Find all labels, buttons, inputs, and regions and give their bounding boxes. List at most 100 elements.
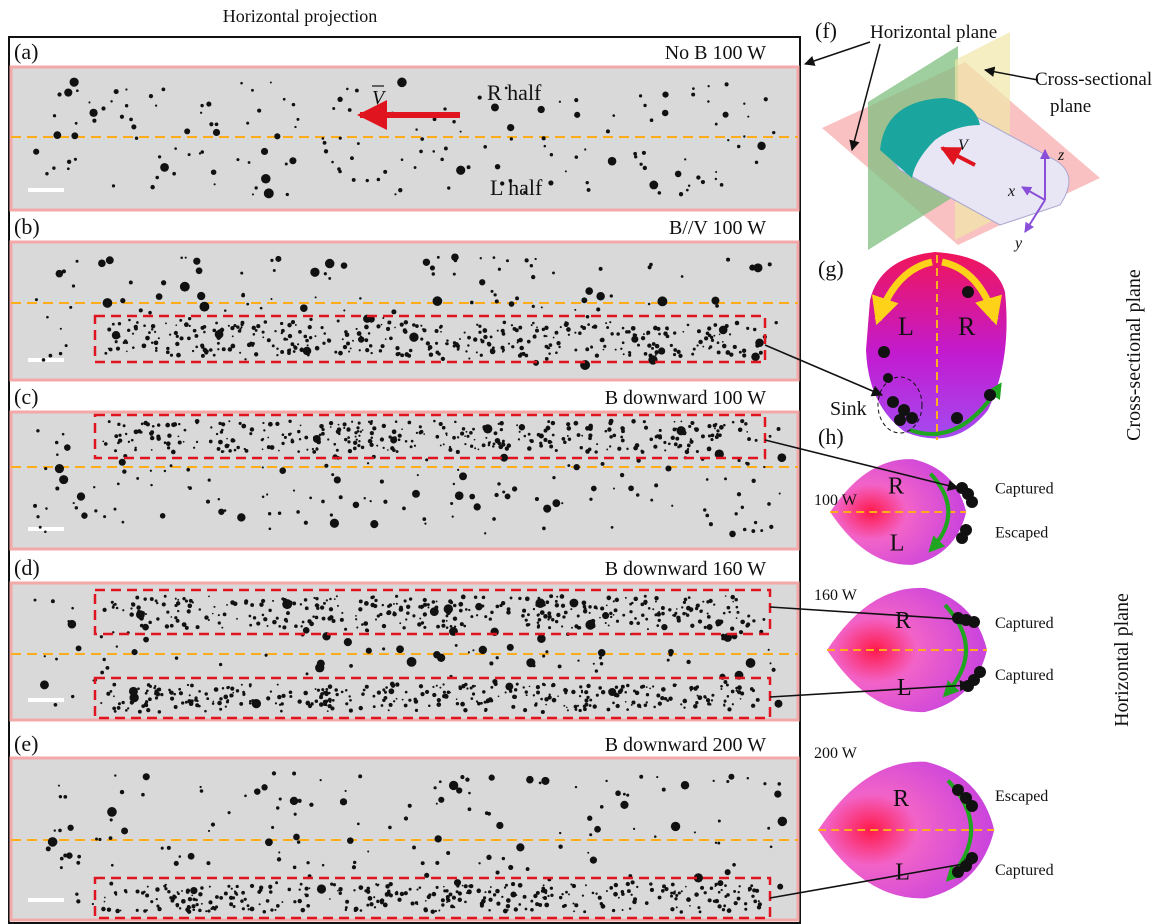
particle [370, 500, 372, 502]
particle [552, 698, 557, 703]
particle [489, 775, 495, 781]
particle [622, 614, 625, 617]
particle [293, 350, 296, 353]
particle [536, 891, 540, 895]
particle [385, 338, 387, 340]
particle [656, 327, 660, 331]
particle [348, 695, 350, 697]
particle [187, 910, 191, 914]
particle [274, 133, 280, 139]
particle [94, 509, 97, 512]
particle [559, 896, 562, 899]
particle [724, 884, 727, 887]
particle [340, 798, 347, 805]
particle [108, 348, 110, 350]
particle [404, 352, 409, 357]
particle [636, 622, 639, 625]
particle [410, 445, 413, 448]
particle [654, 483, 658, 487]
particle [536, 685, 540, 689]
particle [178, 688, 181, 691]
particle [125, 104, 128, 107]
particle [683, 699, 688, 704]
particle [180, 282, 190, 292]
particle [655, 344, 660, 349]
particle [537, 626, 540, 629]
particle [167, 446, 170, 449]
particle [318, 888, 321, 891]
particle [353, 441, 357, 445]
particle [207, 909, 210, 912]
particle [505, 683, 513, 691]
horizontal-case: RL100 WCapturedEscaped [814, 459, 1054, 565]
sink-label: Sink [830, 398, 867, 420]
particle [546, 426, 551, 431]
particle [381, 324, 383, 326]
panel-condition: B downward 100 W [605, 387, 766, 409]
particle [423, 328, 427, 332]
particle [518, 326, 522, 330]
particle [249, 432, 252, 435]
particle [517, 339, 520, 342]
particle [616, 620, 619, 623]
particle [310, 268, 319, 277]
particle [577, 433, 581, 437]
particle [129, 118, 133, 122]
particle [117, 423, 120, 426]
particle [140, 431, 143, 434]
particle [103, 298, 113, 308]
particle [460, 622, 464, 626]
particle [145, 700, 148, 703]
particle [420, 430, 424, 434]
particle [143, 637, 149, 643]
particle [382, 604, 384, 606]
particle [561, 502, 563, 504]
particle [556, 341, 560, 345]
particle [530, 900, 533, 903]
particle [262, 448, 264, 450]
particle [104, 897, 106, 899]
particle [440, 445, 442, 447]
particle [218, 440, 223, 445]
particle [577, 615, 580, 618]
scale-bar [28, 188, 64, 192]
particle [732, 703, 734, 705]
particle [120, 115, 124, 119]
particle [490, 348, 492, 350]
particle [388, 688, 394, 694]
particle [644, 352, 648, 356]
particle [452, 120, 455, 123]
particle [405, 618, 407, 620]
particle [395, 346, 399, 350]
particle [555, 449, 558, 452]
particle [688, 185, 690, 187]
particle [704, 336, 708, 340]
particle [103, 515, 106, 518]
particle [211, 169, 217, 175]
particle [330, 513, 333, 516]
particle [735, 321, 740, 326]
particle [366, 904, 369, 907]
particle [714, 428, 716, 430]
particle [223, 695, 228, 700]
particle [502, 351, 504, 353]
particle [363, 689, 366, 692]
particle [325, 688, 328, 691]
particle [398, 434, 402, 438]
particle [744, 908, 747, 911]
particle [692, 87, 695, 90]
particle [279, 704, 281, 706]
particle [46, 846, 51, 851]
particle [707, 100, 710, 103]
particle [119, 459, 126, 466]
particle [744, 902, 747, 905]
particle [616, 704, 620, 708]
particle [496, 870, 500, 874]
particle [690, 438, 692, 440]
particle [480, 904, 484, 908]
particle [322, 617, 326, 621]
particle [563, 440, 567, 444]
particle [125, 709, 128, 712]
particle [531, 275, 535, 279]
particle [59, 475, 68, 484]
